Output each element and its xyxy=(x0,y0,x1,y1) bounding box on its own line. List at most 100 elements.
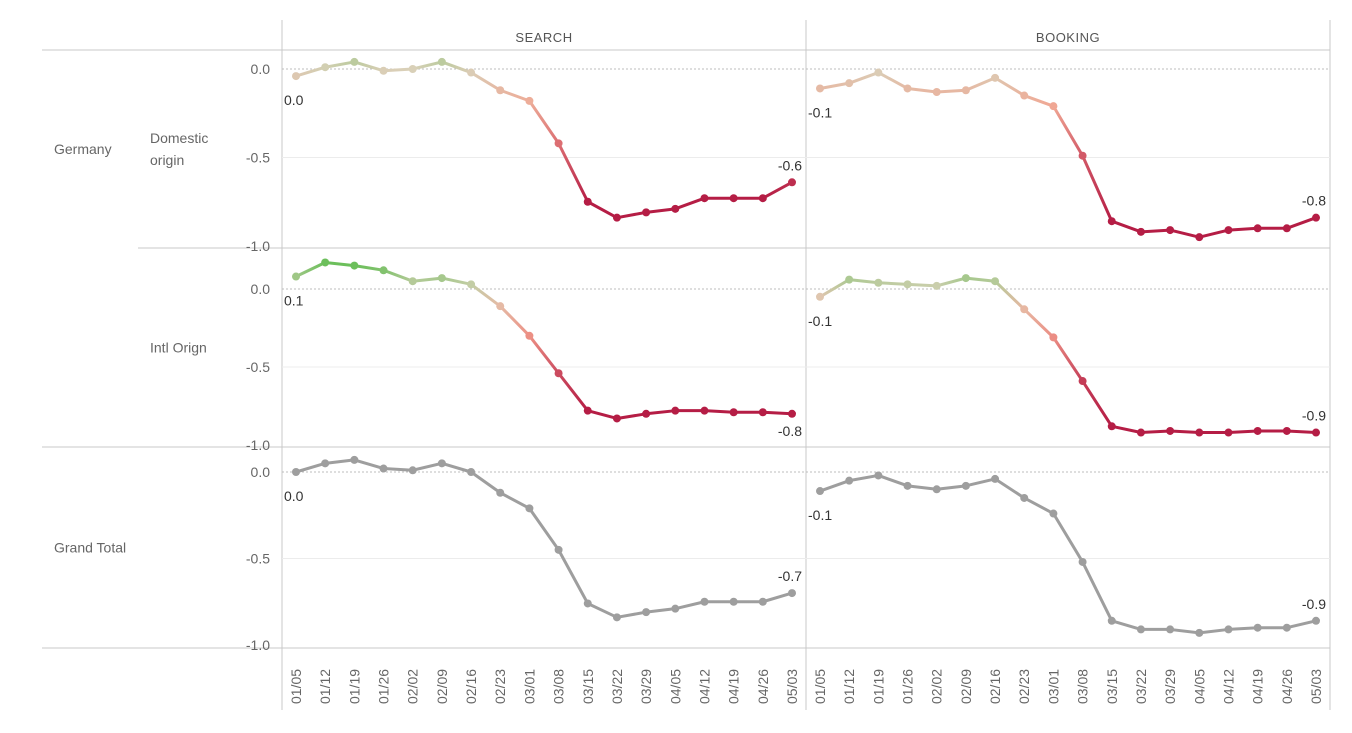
data-point[interactable] xyxy=(554,369,563,378)
data-point[interactable] xyxy=(350,261,359,270)
data-point[interactable] xyxy=(1107,616,1116,625)
data-point[interactable] xyxy=(1253,224,1262,233)
data-point[interactable] xyxy=(874,68,883,77)
data-point[interactable] xyxy=(729,597,738,606)
data-point[interactable] xyxy=(554,139,563,148)
data-point[interactable] xyxy=(671,604,680,613)
data-point[interactable] xyxy=(729,194,738,203)
data-point[interactable] xyxy=(1020,493,1029,502)
data-point[interactable] xyxy=(1107,422,1116,431)
data-point[interactable] xyxy=(583,406,592,415)
data-point[interactable] xyxy=(700,194,709,203)
data-point[interactable] xyxy=(903,280,912,289)
data-point[interactable] xyxy=(292,468,300,476)
data-point[interactable] xyxy=(1224,428,1233,437)
data-point[interactable] xyxy=(642,208,651,217)
data-point[interactable] xyxy=(1195,628,1204,637)
data-point[interactable] xyxy=(1166,426,1175,435)
data-point[interactable] xyxy=(1282,623,1291,632)
data-point[interactable] xyxy=(1049,509,1058,518)
data-point[interactable] xyxy=(1166,625,1175,634)
data-point[interactable] xyxy=(379,266,388,275)
data-point[interactable] xyxy=(816,84,824,93)
data-point[interactable] xyxy=(1107,217,1116,226)
data-point[interactable] xyxy=(788,178,796,187)
data-point[interactable] xyxy=(1195,233,1204,242)
data-point[interactable] xyxy=(932,485,941,494)
data-point[interactable] xyxy=(1078,151,1087,160)
data-point[interactable] xyxy=(583,197,592,206)
data-point[interactable] xyxy=(525,504,534,513)
data-point[interactable] xyxy=(1020,305,1029,314)
data-point[interactable] xyxy=(845,476,854,485)
data-point[interactable] xyxy=(1136,428,1145,437)
data-point[interactable] xyxy=(525,331,534,340)
data-point[interactable] xyxy=(496,302,505,311)
data-point[interactable] xyxy=(671,204,680,213)
data-point[interactable] xyxy=(583,599,592,608)
data-point[interactable] xyxy=(932,88,941,97)
data-point[interactable] xyxy=(991,474,1000,483)
data-point[interactable] xyxy=(903,481,912,490)
data-point[interactable] xyxy=(1166,226,1175,235)
data-point[interactable] xyxy=(1282,224,1291,233)
data-point[interactable] xyxy=(408,466,417,475)
data-point[interactable] xyxy=(961,481,970,490)
data-point[interactable] xyxy=(845,79,854,88)
data-point[interactable] xyxy=(816,487,824,496)
data-point[interactable] xyxy=(758,597,767,606)
data-point[interactable] xyxy=(1020,91,1029,100)
data-point[interactable] xyxy=(845,275,854,284)
data-point[interactable] xyxy=(642,608,651,617)
data-point[interactable] xyxy=(1312,616,1320,625)
data-point[interactable] xyxy=(903,84,912,93)
data-point[interactable] xyxy=(1078,557,1087,566)
data-point[interactable] xyxy=(379,464,388,473)
data-point[interactable] xyxy=(991,73,1000,82)
data-point[interactable] xyxy=(321,63,330,72)
data-point[interactable] xyxy=(758,408,767,417)
data-point[interactable] xyxy=(961,274,970,283)
data-point[interactable] xyxy=(874,278,883,287)
data-point[interactable] xyxy=(437,459,446,468)
data-point[interactable] xyxy=(612,414,621,423)
data-point[interactable] xyxy=(379,66,388,75)
data-point[interactable] xyxy=(408,277,417,286)
data-point[interactable] xyxy=(467,68,476,77)
data-point[interactable] xyxy=(321,459,330,468)
data-point[interactable] xyxy=(1312,428,1320,437)
data-point[interactable] xyxy=(1049,333,1058,342)
data-point[interactable] xyxy=(1253,623,1262,632)
data-point[interactable] xyxy=(292,72,300,81)
data-point[interactable] xyxy=(321,258,330,267)
data-point[interactable] xyxy=(554,545,563,554)
data-point[interactable] xyxy=(612,613,621,622)
data-point[interactable] xyxy=(642,409,651,418)
data-point[interactable] xyxy=(437,57,446,66)
data-point[interactable] xyxy=(932,281,941,290)
data-point[interactable] xyxy=(1078,377,1087,386)
data-point[interactable] xyxy=(1136,625,1145,634)
data-point[interactable] xyxy=(816,292,824,301)
data-point[interactable] xyxy=(496,488,505,497)
data-point[interactable] xyxy=(1049,102,1058,111)
data-point[interactable] xyxy=(292,272,300,281)
data-point[interactable] xyxy=(700,597,709,606)
data-point[interactable] xyxy=(437,274,446,283)
data-point[interactable] xyxy=(1136,227,1145,236)
data-point[interactable] xyxy=(496,86,505,95)
data-point[interactable] xyxy=(700,406,709,415)
data-point[interactable] xyxy=(467,280,476,289)
data-point[interactable] xyxy=(758,194,767,203)
data-point[interactable] xyxy=(788,589,796,598)
data-point[interactable] xyxy=(961,86,970,95)
data-point[interactable] xyxy=(350,455,359,464)
data-point[interactable] xyxy=(991,277,1000,286)
data-point[interactable] xyxy=(1282,426,1291,435)
data-point[interactable] xyxy=(525,96,534,105)
data-point[interactable] xyxy=(788,409,796,418)
data-point[interactable] xyxy=(1224,625,1233,634)
data-point[interactable] xyxy=(1224,226,1233,235)
data-point[interactable] xyxy=(408,65,417,73)
data-point[interactable] xyxy=(1195,428,1204,437)
